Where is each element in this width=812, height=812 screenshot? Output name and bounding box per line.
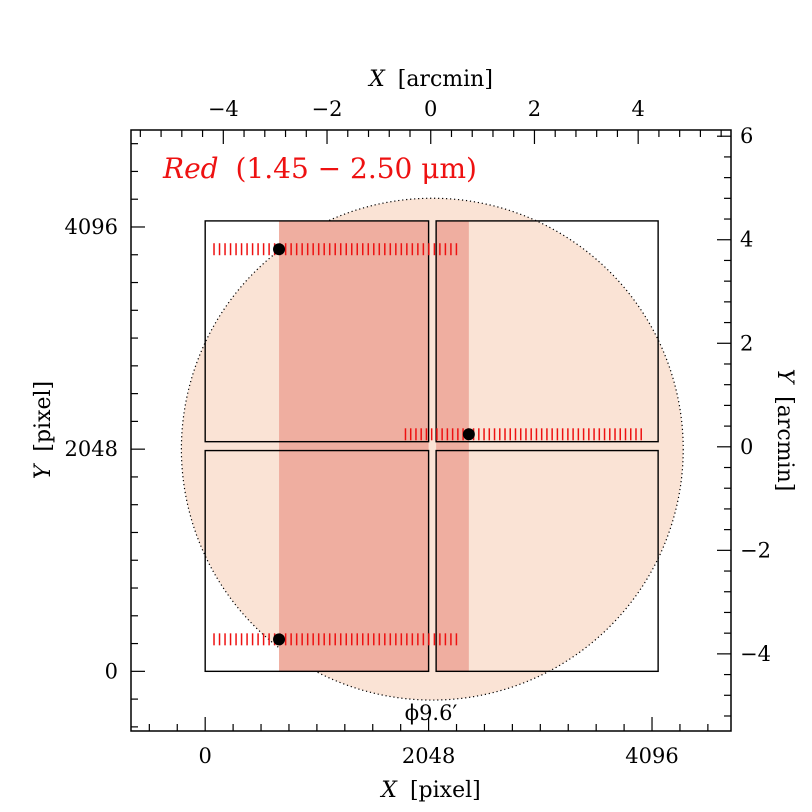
chip-top-left	[204, 220, 430, 443]
y-right-tick-label: 6	[740, 124, 753, 148]
target-point-1	[462, 428, 475, 441]
title-range: (1.45 − 2.50 μm)	[235, 152, 476, 185]
coverage-band-0	[279, 220, 429, 672]
y-left-tick-label: 0	[105, 659, 118, 683]
y-left-tick-label: 4096	[65, 215, 118, 239]
y-right-axis-unit: [arcmin]	[772, 396, 797, 491]
plot-content	[180, 197, 684, 701]
y-right-tick-label: 4	[740, 228, 753, 252]
axis-tick-labels: 0 2048 4096 0 2048 4096 −4 −2 0 2 4 −4 −2 0 2 4 6	[65, 97, 771, 768]
chip-bottom-left	[204, 449, 430, 673]
y-left-axis-unit: [pixel]	[31, 381, 56, 452]
chart-title: Red (1.45 − 2.50 μm)	[162, 152, 477, 185]
y-right-axis-title: Y [arcmin]	[772, 369, 797, 492]
x-bottom-tick-label: 0	[198, 744, 211, 768]
x-bottom-tick-label: 4096	[625, 744, 678, 768]
chip-top-right	[435, 220, 659, 443]
coverage-bands	[279, 220, 469, 672]
x-top-tick-label: 4	[631, 97, 644, 121]
y-right-tick-label: −4	[740, 642, 771, 666]
x-top-axis-title: X [arcmin]	[367, 67, 493, 92]
x-top-axis-unit: [arcmin]	[398, 67, 493, 92]
slit-ticks	[213, 243, 642, 646]
x-top-tick-label: 0	[424, 97, 437, 121]
x-top-tick-label: −2	[312, 97, 343, 121]
target-point-2	[273, 633, 286, 646]
y-right-tick-label: −2	[740, 538, 771, 562]
y-left-tick-label: 2048	[65, 437, 118, 461]
x-bottom-axis-unit: [pixel]	[410, 778, 481, 803]
y-right-tick-label: 2	[740, 331, 753, 355]
field-circle-label: ϕ9.6′	[405, 701, 458, 725]
y-left-axis-var: Y	[31, 462, 56, 479]
x-bottom-axis-var: X	[379, 778, 398, 803]
chip-bottom-right	[435, 449, 659, 673]
y-right-tick-label: 0	[740, 435, 753, 459]
x-top-tick-label: 2	[528, 97, 541, 121]
y-left-axis-title: Y [pixel]	[31, 381, 56, 479]
y-right-axis-var: Y	[772, 369, 797, 386]
x-top-tick-label: −4	[208, 97, 239, 121]
x-bottom-axis-title: X [pixel]	[379, 778, 480, 803]
field-of-view-circle	[180, 197, 684, 701]
detector-chips	[204, 220, 659, 673]
x-top-axis-var: X	[367, 67, 386, 92]
x-bottom-tick-label: 2048	[402, 744, 455, 768]
target-points	[273, 243, 475, 646]
title-band: Red	[162, 152, 219, 185]
coverage-band-1	[436, 220, 469, 672]
axis-ticks	[131, 130, 731, 731]
target-point-0	[273, 243, 286, 256]
